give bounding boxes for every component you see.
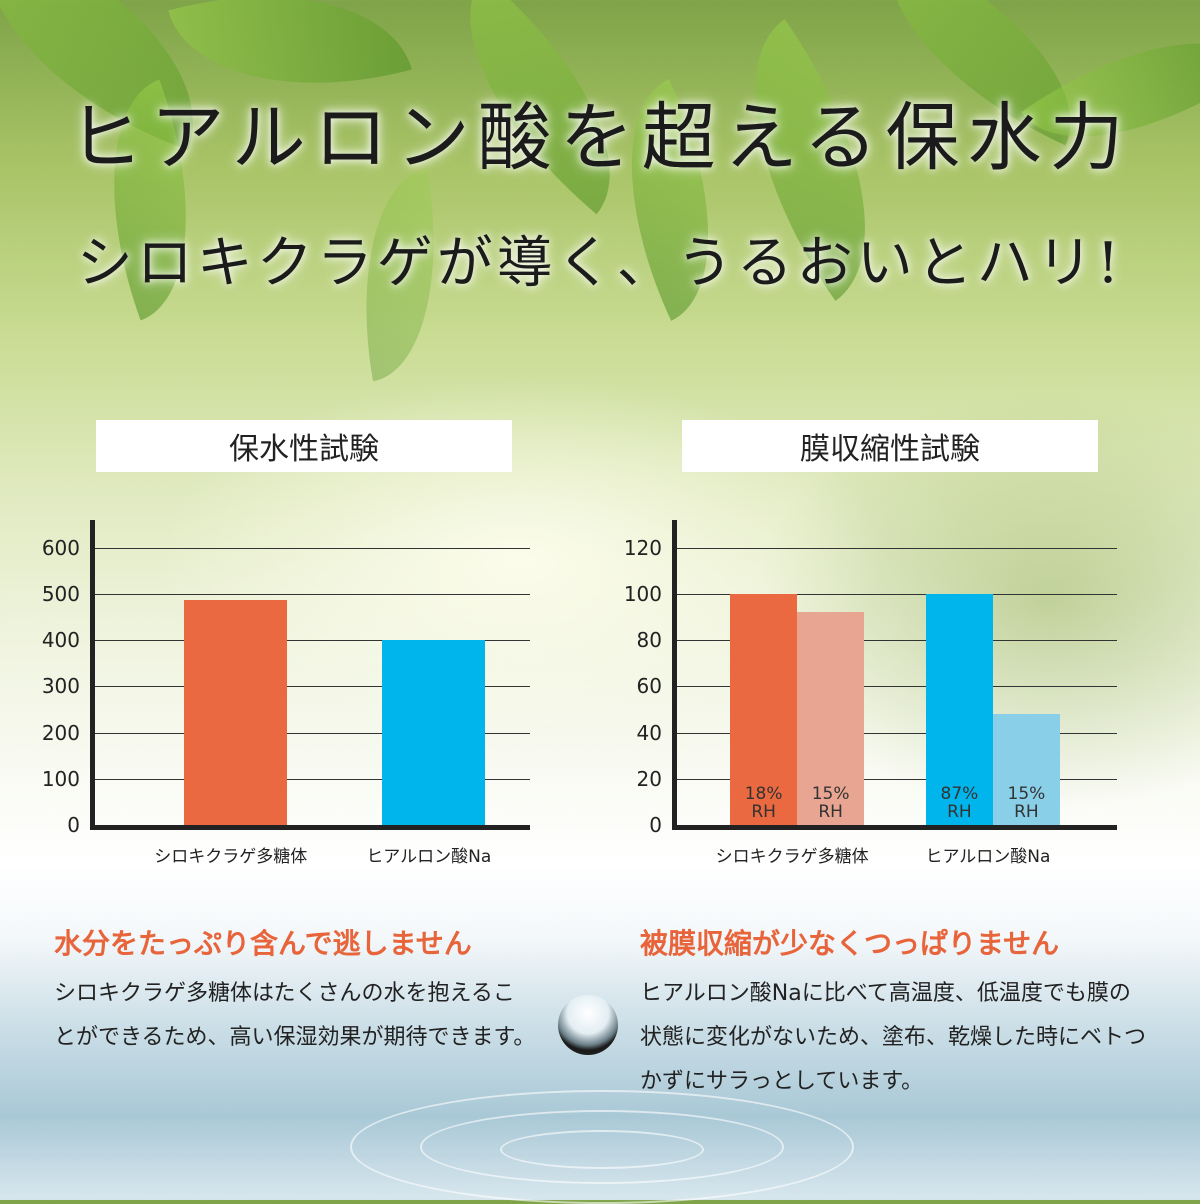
gridline: [677, 547, 1117, 549]
water-droplet: [558, 995, 618, 1055]
description-line: シロキクラゲ多糖体はたくさんの水を抱えるこ: [54, 981, 515, 1006]
page-title: ヒアルロン酸を超える保水力: [68, 95, 1132, 181]
gridline: [677, 732, 1117, 734]
gridline: [95, 547, 530, 549]
x-axis-label: シロキクラゲ多糖体: [154, 847, 308, 867]
y-tick-label: 600: [41, 535, 80, 560]
gridline: [95, 593, 530, 595]
description-line: 状態に変化がないため、塗布、乾燥した時にベトつ: [640, 1025, 1147, 1050]
y-tick-label: 20: [636, 766, 662, 791]
bar-rh-label: 87% RH: [940, 784, 979, 822]
bar-hyaluronic-low-rh: 15% RH: [992, 714, 1060, 825]
water-retention-description: シロキクラゲ多糖体はたくさんの水を抱えるこ とができるため、高い保湿効果が期待で…: [54, 972, 535, 1060]
gridline: [95, 778, 530, 780]
y-tick-label: 100: [623, 581, 662, 606]
y-tick-label: 120: [623, 535, 662, 560]
film-shrinkage-subhead: 被膜収縮が少なくつっぱりません: [640, 927, 1060, 960]
y-tick-label: 60: [636, 674, 662, 699]
film-shrinkage-description: ヒアルロン酸Naに比べて高温度、低温度でも膜の 状態に変化がないため、塗布、乾燥…: [640, 972, 1146, 1104]
gridline: [677, 640, 1117, 642]
gridline: [677, 778, 1117, 780]
y-tick-label: 200: [41, 720, 80, 745]
x-axis-label: シロキクラゲ多糖体: [715, 847, 869, 867]
bar-rh-label: 18% RH: [744, 784, 783, 822]
bar-tremella-high-rh: 18% RH: [730, 593, 798, 825]
film-shrinkage-chart: 18% RH 15% RH 87% RH 15% RH 0 20 40 60 80 100 120 シロキク…: [612, 520, 1122, 867]
bar-hyaluronic-high-rh: 87% RH: [925, 593, 993, 825]
plot-area: 18% RH 15% RH 87% RH 15% RH: [672, 520, 1117, 830]
y-tick-label: 300: [41, 674, 80, 699]
x-axis-label: ヒアルロン酸Na: [925, 847, 1051, 867]
bar-rh-label: 15% RH: [1007, 784, 1046, 822]
description-line: かずにサラっとしています。: [640, 1069, 924, 1094]
gridline: [95, 686, 530, 688]
gridline: [95, 640, 530, 642]
y-tick-label: 40: [636, 720, 662, 745]
gridline: [677, 686, 1117, 688]
y-tick-label: 0: [649, 813, 662, 837]
bar-rh-label: 15% RH: [811, 784, 850, 822]
y-tick-label: 500: [41, 581, 80, 606]
description-line: ヒアルロン酸Naに比べて高温度、低温度でも膜の: [640, 981, 1131, 1006]
bar-hyaluronic: [382, 640, 486, 825]
y-tick-label: 400: [41, 628, 80, 653]
bar-tremella: [184, 599, 288, 825]
y-tick-label: 0: [67, 813, 80, 837]
y-tick-label: 100: [41, 766, 80, 791]
y-tick-label: 80: [636, 628, 662, 653]
chart-title-water-retention: 保水性試験: [96, 420, 512, 472]
x-axis-label: ヒアルロン酸Na: [366, 847, 492, 867]
plot-area: [90, 520, 530, 830]
gridline: [677, 593, 1117, 595]
gridline: [95, 732, 530, 734]
page-subtitle: シロキクラゲが導く、うるおいとハリ!: [76, 231, 1124, 296]
water-retention-subhead: 水分をたっぷり含んで逃しません: [54, 927, 472, 960]
water-retention-chart: 0 100 200 300 400 500 600 シロキクラゲ多糖体 ヒアルロン酸Na: [30, 520, 530, 867]
chart-title-film-shrinkage: 膜収縮性試験: [682, 420, 1098, 472]
bar-tremella-low-rh: 15% RH: [797, 612, 865, 825]
description-line: とができるため、高い保湿効果が期待できます。: [54, 1025, 536, 1050]
